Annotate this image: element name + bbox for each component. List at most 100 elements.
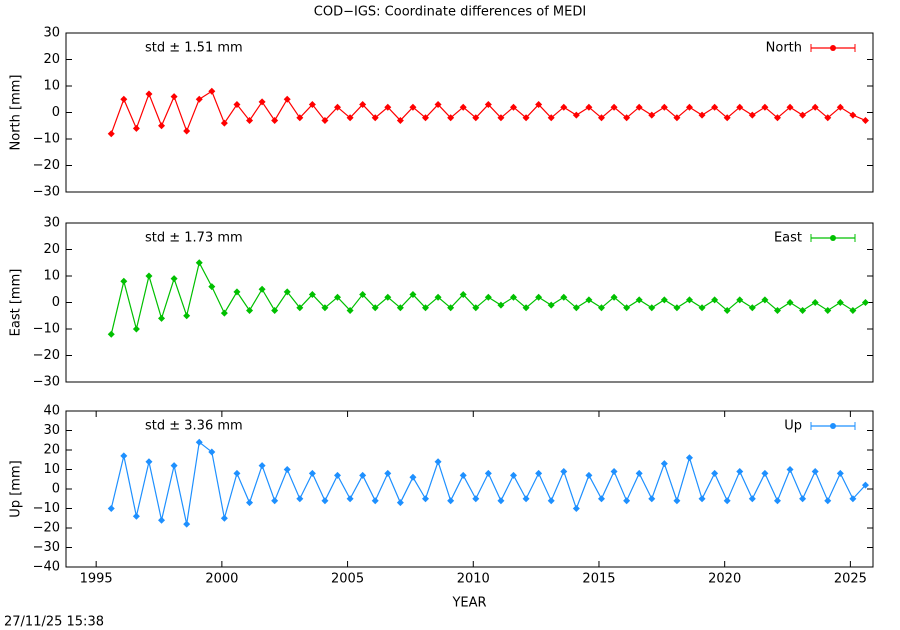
y-tick-label: −30 (33, 185, 60, 200)
data-point (296, 114, 304, 122)
data-point (861, 116, 869, 124)
data-point (799, 495, 807, 503)
data-point (547, 301, 555, 309)
data-point (522, 304, 530, 312)
data-point (359, 291, 367, 299)
data-point (120, 452, 128, 460)
data-point (384, 103, 392, 111)
data-point (409, 103, 417, 111)
data-point (698, 111, 706, 119)
data-point (233, 288, 241, 296)
data-point (334, 103, 342, 111)
chart-title: COD−IGS: Coordinate differences of MEDI (314, 5, 586, 20)
data-point (359, 101, 367, 109)
data-point (472, 304, 480, 312)
data-point (660, 296, 668, 304)
data-point (535, 101, 543, 109)
data-point (359, 471, 367, 479)
data-point (597, 114, 605, 122)
data-point (560, 467, 568, 475)
data-point (509, 471, 517, 479)
data-point (434, 101, 442, 109)
data-point (107, 130, 115, 138)
data-point (736, 296, 744, 304)
y-tick-label: 20 (43, 242, 60, 257)
data-point (170, 275, 178, 283)
data-point (610, 293, 618, 301)
y-tick-label: 0 (52, 482, 60, 497)
data-point (132, 325, 140, 333)
data-point (572, 505, 580, 512)
data-point (698, 495, 706, 503)
legend-marker (830, 423, 836, 429)
y-tick-label: −20 (33, 158, 60, 173)
data-point (849, 306, 857, 314)
data-point (799, 306, 807, 314)
data-point (183, 312, 191, 320)
data-point (635, 469, 643, 477)
data-point (648, 495, 656, 503)
data-point (861, 299, 869, 306)
data-point (786, 466, 794, 473)
data-point (610, 103, 618, 111)
data-point (673, 497, 681, 505)
data-point (308, 469, 316, 477)
annotation: std ± 1.73 mm (145, 231, 243, 246)
data-point (623, 497, 631, 505)
data-point (861, 481, 869, 489)
legend-label: East (774, 231, 802, 246)
data-point (346, 114, 354, 122)
data-point (748, 304, 756, 312)
data-point (459, 471, 467, 479)
data-point (761, 469, 769, 477)
y-tick-label: −10 (33, 322, 60, 337)
x-tick-label: 2025 (834, 572, 867, 587)
data-point (560, 103, 568, 111)
y-tick-label: −10 (33, 132, 60, 147)
data-point (685, 454, 693, 462)
data-point (447, 497, 455, 505)
data-point (346, 306, 354, 314)
data-point (459, 291, 467, 299)
data-point (560, 293, 568, 301)
x-tick-label: 2005 (331, 572, 364, 587)
data-point (736, 467, 744, 475)
data-point (535, 293, 543, 301)
annotation: std ± 3.36 mm (145, 419, 243, 434)
data-point (484, 101, 492, 109)
data-point (660, 460, 668, 468)
x-tick-label: 2010 (457, 572, 490, 587)
data-point (396, 304, 404, 312)
data-point (334, 293, 342, 301)
plot-frame (65, 32, 874, 193)
data-point (145, 90, 153, 98)
y-axis-label: East [mm] (9, 269, 24, 337)
data-point (648, 111, 656, 119)
y-tick-label: 10 (43, 462, 60, 477)
data-point (811, 299, 819, 306)
data-point (132, 124, 140, 132)
data-point (535, 469, 543, 477)
data-point (572, 111, 580, 119)
data-point (208, 283, 216, 291)
data-point (497, 301, 505, 309)
data-point (723, 114, 731, 122)
y-tick-label: 30 (43, 26, 60, 41)
data-point (711, 469, 719, 477)
data-point (711, 103, 719, 111)
data-point (283, 466, 291, 473)
legend-marker (830, 45, 836, 51)
data-point (597, 304, 605, 312)
data-point (610, 467, 618, 475)
data-point (308, 291, 316, 299)
y-tick-label: 10 (43, 79, 60, 94)
data-point (220, 119, 228, 127)
data-point (623, 114, 631, 122)
data-point (673, 114, 681, 122)
data-point (849, 495, 857, 503)
data-point (748, 111, 756, 119)
data-point (308, 101, 316, 109)
data-point (497, 497, 505, 505)
data-point (233, 101, 241, 109)
